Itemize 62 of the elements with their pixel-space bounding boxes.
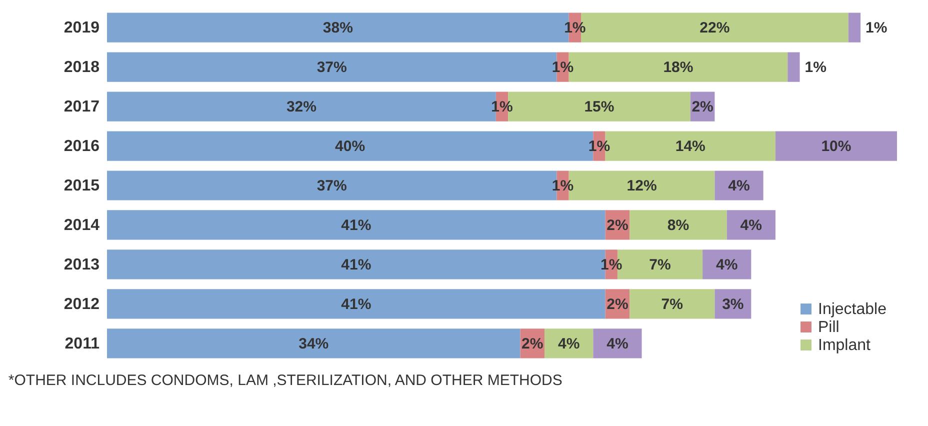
legend-label: Injectable	[818, 301, 887, 318]
bar	[848, 12, 861, 42]
data-label: 1%	[552, 178, 574, 194]
data-label: 4%	[716, 256, 738, 274]
text: *OTHER INCLUDES CONDOMS, LAM ,STERILIZATION, AND OTHER METHODS	[8, 372, 562, 389]
data-label: 14%	[675, 138, 706, 156]
data-label: 32%	[286, 98, 316, 116]
data-label: 7%	[649, 256, 671, 274]
data-label: 4%	[728, 178, 750, 194]
y-tick-label: 2015	[64, 178, 100, 194]
data-label: 12%	[626, 178, 657, 194]
data-label: 2%	[606, 296, 628, 313]
legend-label: Implant	[818, 337, 872, 354]
y-tick-label: 2016	[64, 138, 100, 156]
bar	[630, 210, 727, 240]
legend-label: Pill	[818, 319, 840, 336]
data-label: 34%	[298, 335, 329, 352]
data-label: 1%	[804, 59, 826, 76]
y-tick-label: 2019	[64, 20, 100, 37]
data-label: 15%	[584, 98, 614, 116]
data-label: 37%	[316, 178, 347, 194]
bar	[630, 289, 715, 319]
data-label: 41%	[341, 216, 372, 234]
data-label: 1%	[564, 20, 586, 37]
data-label: 10%	[821, 138, 852, 156]
bar	[544, 328, 594, 358]
bar	[107, 289, 606, 319]
bar	[593, 328, 642, 358]
y-tick-label: 2013	[64, 256, 100, 274]
data-label: 41%	[341, 256, 372, 274]
data-label: 7%	[661, 296, 683, 313]
bar	[107, 210, 606, 240]
bar	[107, 328, 520, 358]
data-label: 37%	[316, 59, 347, 76]
data-label: 18%	[663, 59, 694, 76]
bar	[775, 131, 897, 161]
data-label: 3%	[722, 296, 744, 313]
data-label: 2%	[692, 98, 714, 116]
data-label: 1%	[600, 256, 622, 274]
data-label: 1%	[491, 98, 513, 116]
bar	[726, 210, 776, 240]
data-label: 2%	[606, 216, 628, 234]
y-tick-label: 2012	[64, 296, 100, 313]
data-label: 22%	[700, 20, 730, 37]
bar	[788, 52, 800, 82]
bar	[702, 250, 752, 280]
data-label: 4%	[558, 335, 580, 352]
data-label: 1%	[866, 20, 888, 37]
y-tick-label: 2011	[64, 335, 100, 352]
y-tick-label: 2018	[64, 59, 100, 76]
data-label: 2%	[522, 335, 544, 352]
data-label: 1%	[552, 59, 574, 76]
bar	[714, 170, 764, 200]
data-label: 38%	[322, 20, 353, 37]
data-label: 1%	[588, 138, 610, 156]
data-label: 40%	[335, 138, 366, 156]
y-tick-label: 2014	[64, 216, 100, 234]
data-label: 4%	[740, 216, 762, 234]
data-label: 8%	[667, 216, 690, 234]
data-label: 4%	[606, 335, 628, 352]
data-label: 41%	[341, 296, 372, 313]
y-tick-label: 2017	[64, 98, 100, 116]
